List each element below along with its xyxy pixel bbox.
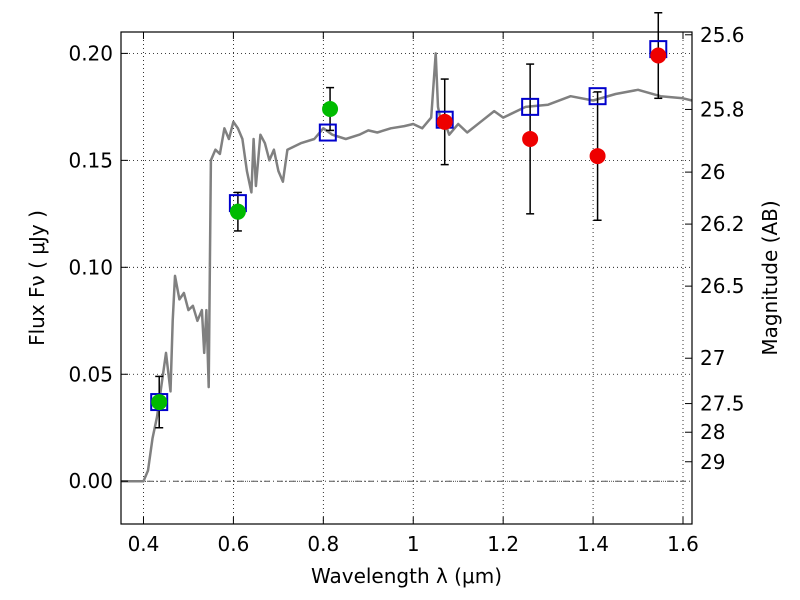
red-data-point xyxy=(650,47,667,64)
error-bars xyxy=(155,11,663,429)
red-data-point xyxy=(436,113,453,130)
x-axis-label: Wavelength λ (μm) xyxy=(311,564,502,588)
grid xyxy=(121,32,692,524)
x-tick-label: 1.2 xyxy=(487,532,519,556)
x-tick-label: 1.6 xyxy=(667,532,699,556)
plot-area-frame xyxy=(120,31,693,525)
y-tick-label: 0.10 xyxy=(68,255,113,279)
model-photometry-square xyxy=(588,87,607,106)
right-y-tick-label: 27 xyxy=(700,346,725,370)
model-spectrum xyxy=(121,52,693,483)
right-y-tick-label: 27.5 xyxy=(700,392,745,416)
model-spectrum-line xyxy=(121,52,693,483)
y-tick-label: 0.20 xyxy=(68,41,113,65)
right-y-tick-label: 26.5 xyxy=(700,274,745,298)
y-tick-label: 0.05 xyxy=(68,362,113,386)
model-photometry-squares xyxy=(150,40,668,412)
axis-ticks xyxy=(121,32,692,524)
right-y-tick-label: 29 xyxy=(700,450,725,474)
y-axis-label: Flux Fν ( μJy ) xyxy=(25,210,49,346)
x-tick-label: 0.6 xyxy=(217,532,249,556)
right-y-tick-label: 25.8 xyxy=(700,97,745,121)
observed-points xyxy=(151,47,667,411)
red-data-point xyxy=(522,130,539,147)
right-y-tick-label: 25.6 xyxy=(700,23,745,47)
green-data-point xyxy=(322,101,339,118)
y-tick-label: 0.15 xyxy=(68,148,113,172)
green-data-point xyxy=(151,394,168,411)
green-data-point xyxy=(229,203,246,220)
red-data-point xyxy=(589,148,606,165)
tick-labels: 0.4 0.6 0.8 1 1.2 1.4 1.6 0.00 0.05 0.10 0.15 0.20 2… xyxy=(68,23,744,556)
x-tick-label: 0.4 xyxy=(128,532,160,556)
y-tick-label: 0.00 xyxy=(68,469,113,493)
x-tick-label: 0.8 xyxy=(307,532,339,556)
x-tick-label: 1 xyxy=(407,532,420,556)
right-y-tick-label: 26 xyxy=(700,160,725,184)
right-y-tick-label: 28 xyxy=(700,420,725,444)
right-y-tick-label: 26.2 xyxy=(700,212,745,236)
right-y-axis-label: Magnitude (AB) xyxy=(758,200,782,355)
model-photometry-square xyxy=(318,123,337,142)
x-tick-label: 1.4 xyxy=(577,532,609,556)
model-photometry-square xyxy=(521,97,540,116)
